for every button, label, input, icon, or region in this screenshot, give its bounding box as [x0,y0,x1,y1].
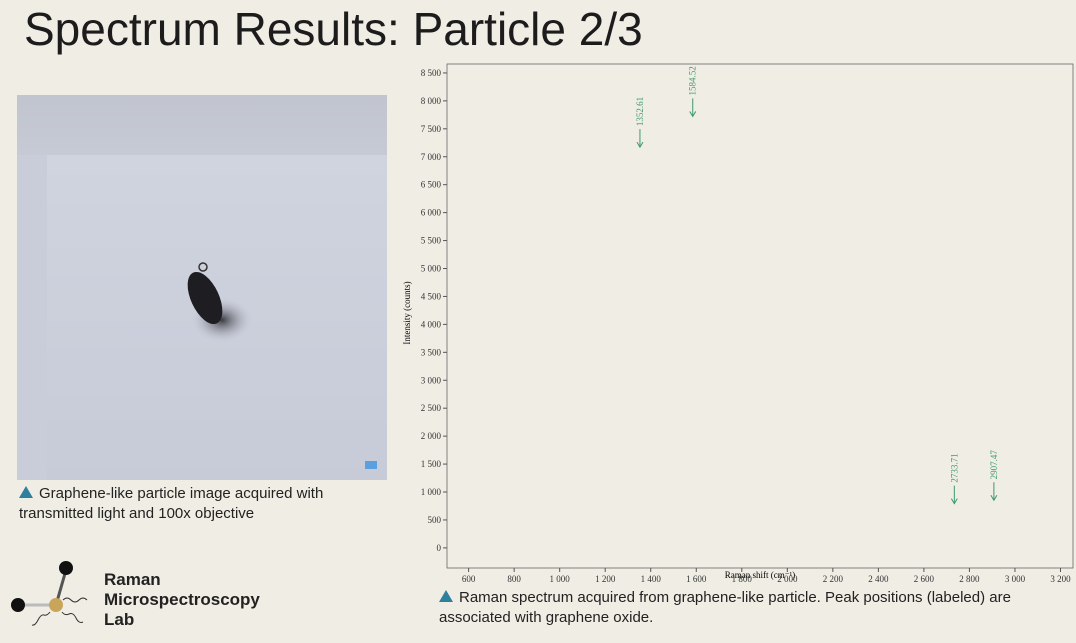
y-tick-label: 8 500 [421,68,442,78]
x-tick-label: 1 400 [641,574,662,584]
x-tick-label: 1 200 [595,574,616,584]
y-tick-label: 4 000 [421,319,442,329]
peak-arrow [689,98,697,118]
y-tick-label: 1 000 [421,487,442,497]
peak-arrow [950,485,958,505]
peak-label: 1352.61 [635,97,645,126]
x-tick-label: 2 800 [959,574,980,584]
x-tick-label: 2 600 [914,574,935,584]
peak-label: 2733.71 [949,453,959,482]
y-tick-label: 7 000 [421,152,442,162]
bullet-icon [19,486,33,498]
x-tick-label: 2 000 [777,574,798,584]
peak-arrow [636,129,644,149]
x-tick-label: 1 000 [550,574,571,584]
x-tick-label: 1 600 [686,574,707,584]
chart-caption-text: Raman spectrum acquired from graphene-li… [439,589,1011,626]
particle-image [17,95,387,480]
y-tick-label: 3 000 [421,375,442,385]
y-tick-label: 4 500 [421,291,442,301]
slide-title: Spectrum Results: Particle 2/3 [24,3,643,55]
y-tick-label: 5 500 [421,236,442,246]
logo-line: Lab [104,610,135,629]
y-tick-label: 500 [428,515,442,525]
x-tick-label: 1 800 [732,574,753,584]
x-tick-label: 3 000 [1005,574,1026,584]
chart-caption: Raman spectrum acquired from graphene-li… [439,588,1039,628]
x-tick-label: 3 200 [1050,574,1071,584]
y-tick-label: 6 000 [421,208,442,218]
logo-line: Microspectroscopy [104,590,260,609]
y-tick-label: 7 500 [421,124,442,134]
y-tick-label: 2 500 [421,403,442,413]
y-axis-label: Intensity (counts) [402,281,412,344]
image-caption: Graphene-like particle image acquired wi… [19,484,389,524]
x-axis-label: Raman shift (cm⁻¹) [725,570,795,580]
chart: Intensity (counts) Raman shift (cm⁻¹) 0 5… [402,63,1074,584]
y-tick-label: 1 500 [421,459,442,469]
y-tick-label: 5 000 [421,264,442,274]
peak-label: 2907.47 [989,450,999,480]
bullet-icon [439,590,453,602]
logo-text: Raman Microspectroscopy Lab [104,570,260,630]
y-tick-label: 3 500 [421,347,442,357]
logo-icon [11,561,88,626]
peak-arrow [990,482,998,502]
y-tick-label: 0 [437,543,442,553]
y-tick-label: 2 000 [421,431,442,441]
x-tick-label: 2 200 [823,574,844,584]
image-caption-text: Graphene-like particle image acquired wi… [19,485,324,522]
x-tick-label: 2 400 [868,574,889,584]
y-tick-label: 6 500 [421,180,442,190]
x-tick-label: 600 [462,574,476,584]
peak-label: 1584.52 [688,66,698,95]
x-tick-label: 800 [507,574,521,584]
y-tick-label: 8 000 [421,96,442,106]
logo-line: Raman [104,570,161,589]
plot-frame [446,63,1074,569]
